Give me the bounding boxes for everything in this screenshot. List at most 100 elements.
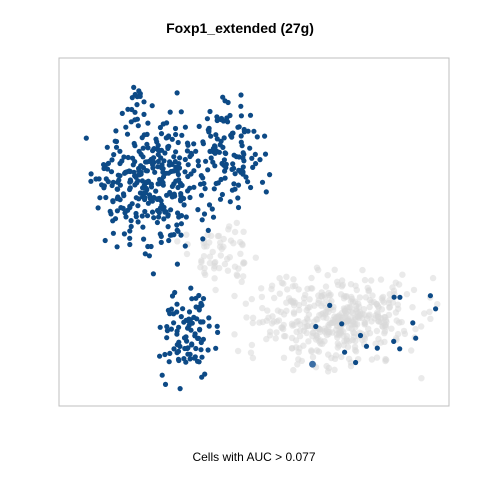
selected-cell-point xyxy=(136,196,142,202)
selected-cell-point xyxy=(169,193,175,199)
selected-cell-point xyxy=(185,351,191,357)
unselected-cell-point xyxy=(361,276,369,284)
unselected-cell-point xyxy=(426,308,433,315)
selected-cell-point xyxy=(259,179,266,185)
selected-cell-point xyxy=(413,335,419,341)
unselected-cell-point xyxy=(290,310,298,317)
selected-cell-point xyxy=(166,359,172,365)
selected-cell-point xyxy=(110,230,116,236)
selected-cell-point xyxy=(157,231,163,237)
unselected-cell-point xyxy=(318,311,325,318)
selected-cell-point xyxy=(134,102,140,108)
selected-cell-point xyxy=(160,174,167,180)
selected-cell-point xyxy=(176,161,182,167)
unselected-cell-point xyxy=(322,283,330,290)
unselected-cell-point xyxy=(201,265,208,272)
selected-cell-point xyxy=(132,143,138,149)
unselected-cell-point xyxy=(280,311,288,318)
selected-cell-point xyxy=(131,84,137,90)
selected-cell-point xyxy=(206,128,212,134)
unselected-cell-point xyxy=(233,271,240,278)
unselected-cell-point xyxy=(225,226,232,233)
selected-cell-point xyxy=(135,219,141,225)
selected-cell-point xyxy=(175,228,181,234)
unselected-cell-point xyxy=(333,331,340,338)
unselected-cell-point xyxy=(183,231,190,238)
selected-cell-point xyxy=(191,184,197,190)
selected-cell-point xyxy=(176,165,183,171)
selected-cell-point xyxy=(195,163,202,169)
selected-cell-point xyxy=(127,241,133,248)
selected-cell-point xyxy=(241,158,247,164)
selected-cell-point xyxy=(221,135,227,141)
selected-cell-point xyxy=(185,325,191,331)
selected-cell-point xyxy=(159,372,165,378)
selected-cell-point xyxy=(168,168,174,175)
unselected-cell-point xyxy=(389,299,397,306)
selected-cell-point xyxy=(164,120,170,126)
selected-cell-point xyxy=(140,154,146,160)
unselected-cell-point xyxy=(303,322,311,330)
selected-cell-point xyxy=(197,326,203,332)
unselected-cell-point xyxy=(247,349,255,356)
unselected-cell-point xyxy=(226,254,233,261)
unselected-cell-point xyxy=(238,278,245,285)
selected-cell-point xyxy=(200,141,206,147)
selected-cell-point xyxy=(174,222,180,228)
selected-cell-point xyxy=(132,117,138,123)
unselected-cell-point xyxy=(418,323,425,330)
selected-cell-point xyxy=(229,134,235,140)
unselected-cell-point xyxy=(401,330,409,338)
unselected-cell-point xyxy=(273,329,280,336)
selected-cell-point xyxy=(253,161,259,167)
selected-cell-point xyxy=(110,179,116,185)
selected-cell-point xyxy=(202,186,208,192)
selected-cell-point xyxy=(114,196,120,202)
unselected-cell-point xyxy=(318,289,325,296)
unselected-cell-point xyxy=(374,302,382,310)
selected-cell-point xyxy=(175,139,181,146)
unselected-cell-point xyxy=(235,265,242,272)
selected-cell-point xyxy=(159,202,165,208)
selected-cell-point xyxy=(245,179,251,185)
selected-cell-point xyxy=(192,331,198,337)
unselected-cell-point xyxy=(296,333,304,340)
selected-cell-point xyxy=(214,114,220,120)
unselected-cell-point xyxy=(334,313,342,320)
selected-cell-point xyxy=(173,178,179,184)
selected-cell-point xyxy=(165,134,171,140)
selected-cell-point xyxy=(214,136,220,142)
unselected-cell-point xyxy=(290,297,297,305)
selected-cell-point xyxy=(206,315,212,321)
unselected-cell-point xyxy=(366,330,374,337)
unselected-cell-point xyxy=(338,283,346,290)
selected-cell-point xyxy=(200,319,206,325)
selected-cell-point xyxy=(178,221,184,227)
selected-cell-point xyxy=(141,236,147,242)
unselected-cell-point xyxy=(234,347,242,355)
unselected-cell-point xyxy=(381,330,388,337)
selected-cell-point xyxy=(128,218,134,224)
selected-cell-point xyxy=(433,306,439,312)
selected-cell-point xyxy=(121,154,127,160)
selected-cell-point xyxy=(97,195,103,201)
unselected-cell-point xyxy=(374,311,381,318)
selected-cell-point xyxy=(207,148,213,154)
selected-cell-point xyxy=(174,342,180,348)
unselected-cell-point xyxy=(355,313,363,320)
unselected-cell-point xyxy=(351,343,359,351)
selected-cell-point xyxy=(205,347,211,353)
selected-cell-point xyxy=(231,181,237,187)
selected-cell-point xyxy=(193,148,199,154)
selected-cell-point xyxy=(187,194,193,201)
selected-cell-point xyxy=(155,142,161,148)
selected-cell-point xyxy=(222,175,228,181)
selected-cell-point xyxy=(229,187,235,193)
unselected-cell-point xyxy=(294,361,301,368)
selected-cell-point xyxy=(208,133,214,139)
selected-cell-point xyxy=(235,195,241,201)
selected-cell-point xyxy=(223,150,229,157)
unselected-cell-point xyxy=(258,285,265,292)
selected-cell-point xyxy=(176,214,182,220)
